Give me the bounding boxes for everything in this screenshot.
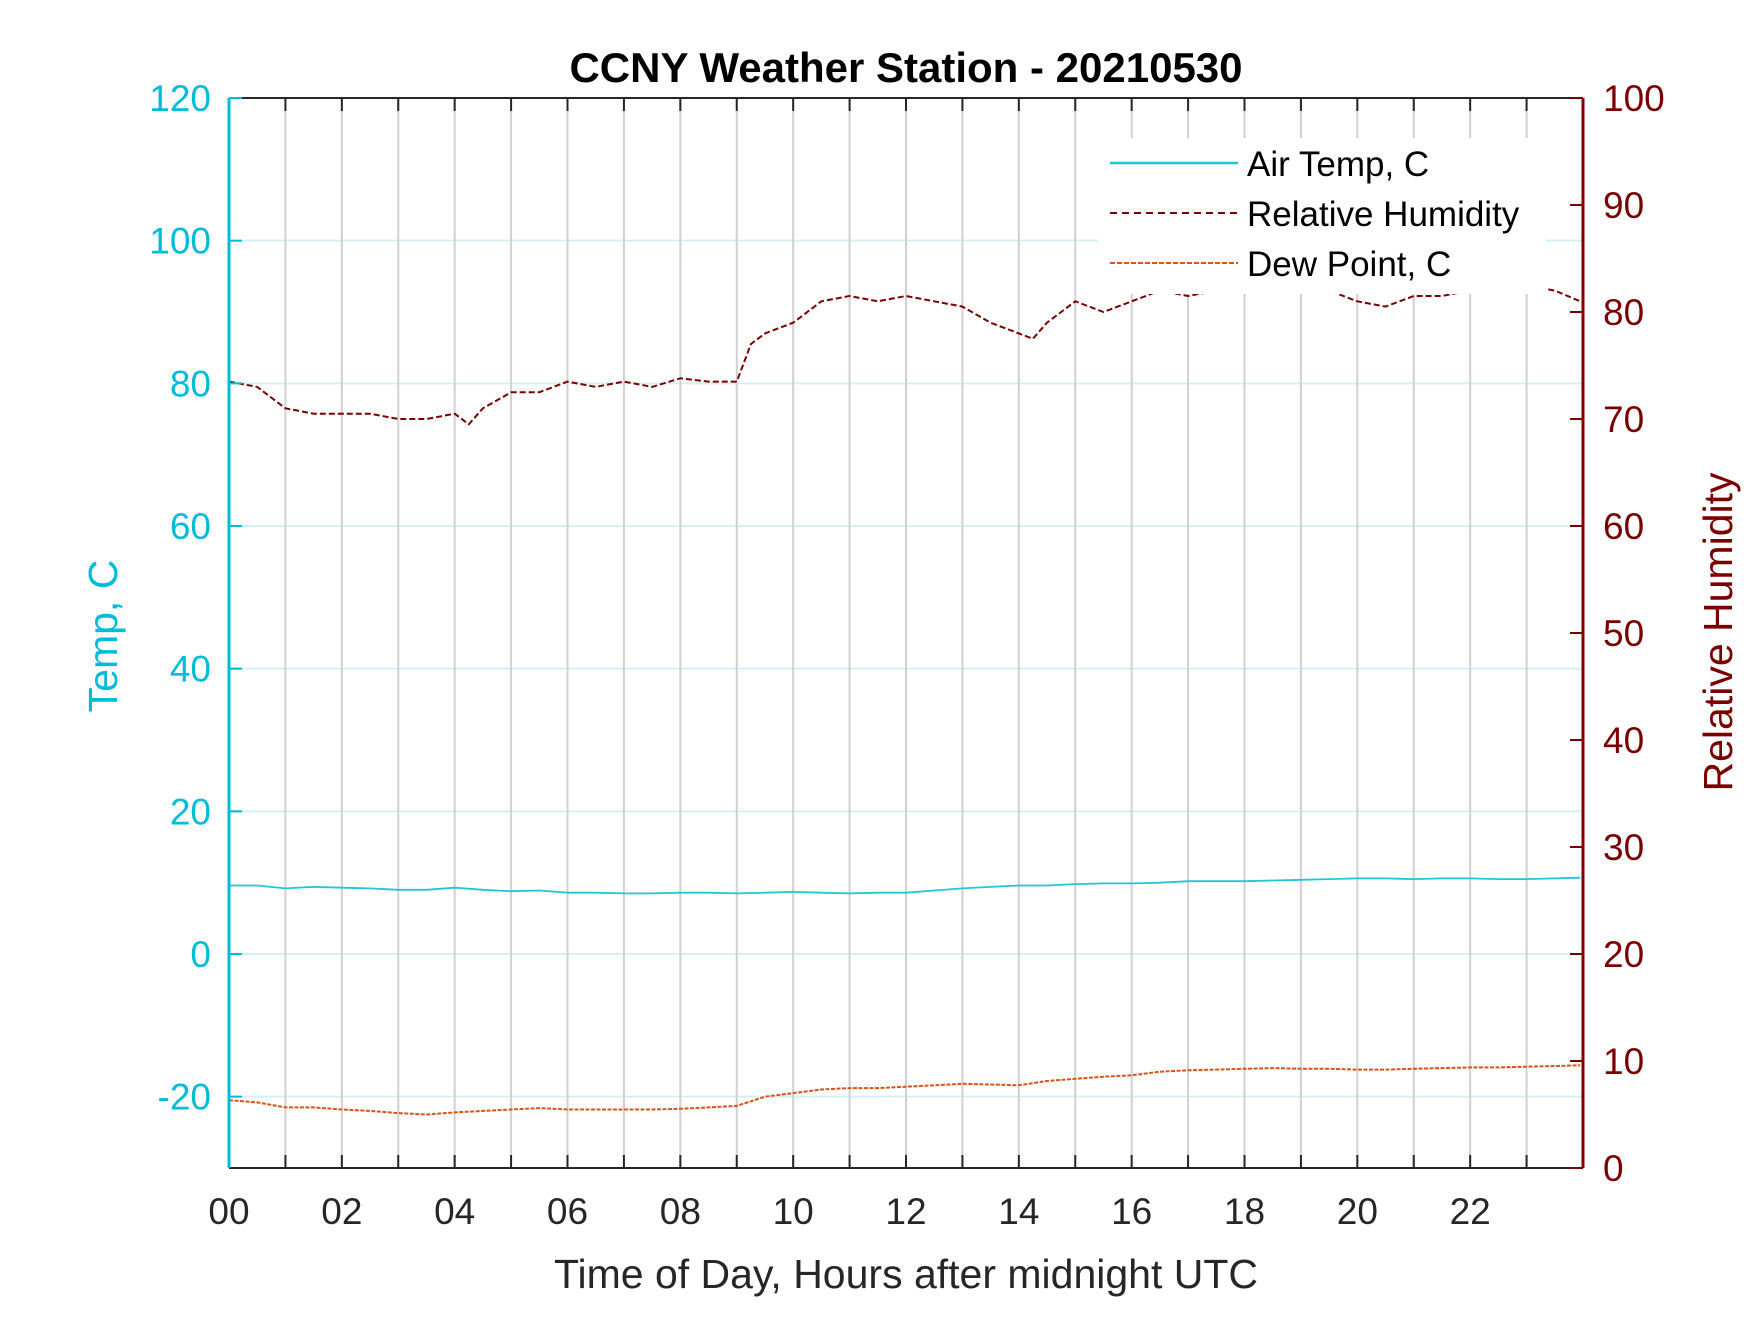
- series-line-relative-humidity: [228, 278, 1581, 426]
- y-left-tick-label: 0: [190, 934, 211, 975]
- series-line-dew-point: [228, 1064, 1581, 1116]
- y-left-tick-label: 80: [170, 363, 211, 404]
- y-right-tick-label: 30: [1603, 827, 1644, 868]
- chart-title: CCNY Weather Station - 20210530: [569, 44, 1242, 91]
- x-axis-label: Time of Day, Hours after midnight UTC: [554, 1251, 1258, 1297]
- x-tick-label: 00: [208, 1191, 249, 1232]
- y-right-tick-label: 90: [1603, 185, 1644, 226]
- y-axis-left-label: Temp, C: [80, 560, 126, 713]
- x-tick-label: 18: [1224, 1191, 1265, 1232]
- y-right-tick-label: 10: [1603, 1041, 1644, 1082]
- x-tick-label: 16: [1111, 1191, 1152, 1232]
- y-right-tick-label: 60: [1603, 506, 1644, 547]
- y-left-tick-label: 60: [170, 506, 211, 547]
- x-tick-label: 04: [434, 1191, 475, 1232]
- y-left-tick-label: 20: [170, 791, 211, 832]
- vertical-grid: [284, 98, 1528, 1168]
- x-tick-label: 08: [660, 1191, 701, 1232]
- y-right-tick-label: 0: [1603, 1148, 1624, 1189]
- legend-label-air-temp: Air Temp, C: [1247, 145, 1429, 184]
- y-axis-right-label: Relative Humidity: [1695, 472, 1741, 791]
- series-group: [228, 278, 1581, 1116]
- tick-label-group: 00 02 04 06 08 10 12 14 16 18 20 22120100806040200-…: [149, 78, 1664, 1232]
- x-tick-label: 10: [773, 1191, 814, 1232]
- x-tick-label: 20: [1337, 1191, 1378, 1232]
- y-left-tick-label: 120: [149, 78, 211, 119]
- y-right-tick-label: 80: [1603, 292, 1644, 333]
- y-right-tick-label: 20: [1603, 934, 1644, 975]
- legend: Air Temp, C Relative Humidity Dew Point,…: [1098, 138, 1546, 294]
- y-right-tick-label: 40: [1603, 720, 1644, 761]
- legend-label-dew-point: Dew Point, C: [1247, 245, 1451, 284]
- y-right-tick-label: 70: [1603, 399, 1644, 440]
- x-tick-label: 06: [547, 1191, 588, 1232]
- y-left-tick-label: -20: [158, 1077, 211, 1118]
- x-tick-label: 14: [998, 1191, 1039, 1232]
- y-right-tick-label: 100: [1603, 78, 1665, 119]
- x-tick-label: 02: [321, 1191, 362, 1232]
- y-right-tick-label: 50: [1603, 613, 1644, 654]
- legend-label-relative-humidity: Relative Humidity: [1247, 195, 1520, 234]
- x-tick-label: 22: [1450, 1191, 1491, 1232]
- x-tick-label: 12: [885, 1191, 926, 1232]
- y-left-tick-label: 100: [149, 221, 211, 262]
- y-left-tick-label: 40: [170, 649, 211, 690]
- axes-group: [227, 97, 1585, 1169]
- series-line-air-temp: [229, 876, 1581, 895]
